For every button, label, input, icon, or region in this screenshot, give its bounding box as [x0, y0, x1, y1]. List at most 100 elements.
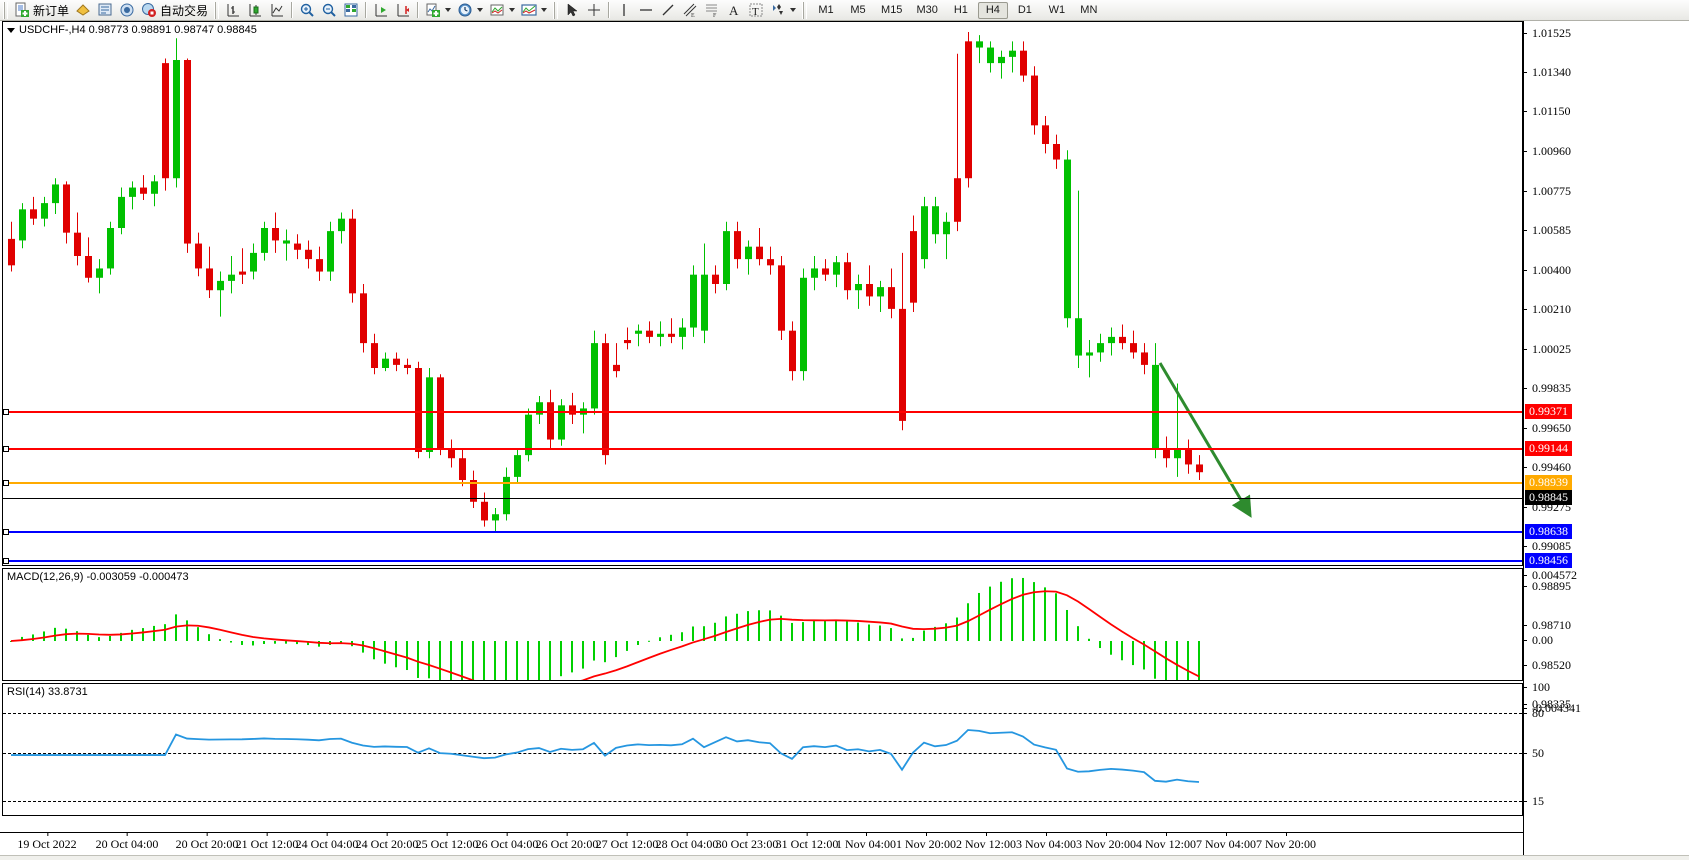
- macd-histogram-bar: [1044, 587, 1046, 641]
- toolbar-grip-4[interactable]: [802, 1, 808, 19]
- vertical-line-button[interactable]: [613, 1, 635, 20]
- candle: [679, 318, 686, 350]
- candle: [569, 392, 576, 424]
- time-label: 21 Oct 12:00: [235, 832, 299, 851]
- cursor-button[interactable]: [561, 1, 583, 20]
- candle: [404, 358, 411, 375]
- chart-area[interactable]: USDCHF-,H4 0.98773 0.98891 0.98747 0.988…: [0, 21, 1689, 860]
- rsi-pane[interactable]: RSI(14) 33.8731: [2, 683, 1523, 816]
- zoom-in-button[interactable]: [296, 1, 318, 20]
- macd-histogram-bar: [1000, 581, 1002, 641]
- candle: [888, 268, 895, 319]
- tf-m1[interactable]: M1: [818, 4, 834, 16]
- indicators-caret-icon[interactable]: [445, 8, 452, 12]
- candle: [712, 265, 719, 294]
- level-handle[interactable]: [3, 480, 9, 486]
- equidistant-channel-button[interactable]: E: [679, 1, 701, 20]
- candle: [426, 368, 433, 459]
- price-tag-support-2[interactable]: 0.98456: [1525, 553, 1572, 568]
- indicators-button[interactable]: [422, 1, 454, 20]
- signals-button[interactable]: [116, 1, 138, 20]
- tf-w1[interactable]: W1: [1048, 4, 1066, 16]
- macd-histogram-bar: [296, 641, 298, 645]
- tf-mn[interactable]: MN: [1080, 4, 1098, 16]
- new-order-button[interactable]: 新订单: [11, 1, 72, 20]
- candle: [195, 232, 202, 277]
- candle: [151, 175, 158, 207]
- line-chart-button[interactable]: [266, 1, 288, 20]
- templates-caret-icon[interactable]: [509, 8, 516, 12]
- level-handle[interactable]: [3, 529, 9, 535]
- candle: [437, 374, 444, 456]
- candlestick-chart-button[interactable]: [244, 1, 266, 20]
- tf-m5[interactable]: M5: [850, 4, 866, 16]
- tf-d1[interactable]: D1: [1017, 4, 1032, 16]
- expert-advisor-button[interactable]: [72, 1, 94, 20]
- level-line-resistance-2[interactable]: [3, 446, 1522, 452]
- bar-chart-button[interactable]: [222, 1, 244, 20]
- time-label: 1 Nov 20:00: [896, 832, 956, 851]
- macd-histogram-bar: [54, 627, 56, 641]
- price-pane[interactable]: USDCHF-,H4 0.98773 0.98891 0.98747 0.988…: [2, 21, 1523, 566]
- price-scale[interactable]: 1.01525 1.01340 1.01150 1.00960 1.00775 1.005…: [1523, 21, 1689, 860]
- macd-histogram-bar: [120, 632, 122, 641]
- level-line-pivot[interactable]: [3, 480, 1522, 486]
- terminal-button[interactable]: [94, 1, 116, 20]
- price-tag-current-price[interactable]: 0.98845: [1525, 490, 1572, 505]
- candle: [536, 396, 543, 424]
- symbol-dropdown-icon[interactable]: [7, 27, 15, 33]
- macd-histogram-bar: [967, 603, 969, 641]
- tf-m30[interactable]: M30: [916, 4, 938, 16]
- price-tag-resistance-2[interactable]: 0.99144: [1525, 441, 1572, 456]
- tf-m15[interactable]: M15: [881, 4, 903, 16]
- macd-histogram-bar: [582, 641, 584, 669]
- toolbar-grip-2[interactable]: [214, 1, 220, 19]
- level-line-support-2[interactable]: [3, 558, 1522, 564]
- toolbar-grip-3[interactable]: [553, 1, 559, 19]
- level-line-support-1[interactable]: [3, 529, 1522, 535]
- autotrade-button[interactable]: 自动交易: [138, 1, 211, 20]
- candle: [470, 470, 477, 508]
- price-tag-support-1[interactable]: 0.98638: [1525, 524, 1572, 539]
- fibonacci-button[interactable]: F: [701, 1, 723, 20]
- macd-histogram-bar: [274, 641, 276, 644]
- shapes-caret-icon[interactable]: [790, 8, 797, 12]
- candle: [8, 221, 15, 272]
- period-button[interactable]: [454, 1, 486, 20]
- level-handle[interactable]: [3, 409, 9, 415]
- macd-pane[interactable]: MACD(12,26,9) -0.003059 -0.000473: [2, 568, 1523, 681]
- svg-text:F: F: [713, 13, 717, 18]
- candle: [503, 467, 510, 521]
- data-window-button[interactable]: [340, 1, 362, 20]
- period-caret-icon[interactable]: [477, 8, 484, 12]
- price-tick: 1.01150: [1523, 104, 1571, 119]
- auto-scroll-button[interactable]: [370, 1, 392, 20]
- zoom-out-icon: [321, 2, 337, 18]
- price-tag-pivot[interactable]: 0.98939: [1525, 475, 1572, 490]
- svg-text:A: A: [729, 3, 739, 18]
- label-button[interactable]: T: [745, 1, 767, 20]
- chart-shift-button[interactable]: [392, 1, 414, 20]
- zoom-out-button[interactable]: [318, 1, 340, 20]
- trendline-button[interactable]: [657, 1, 679, 20]
- macd-histogram-bar: [439, 641, 441, 680]
- shapes-button[interactable]: [767, 1, 799, 20]
- chart-shift-icon: [395, 2, 411, 18]
- text-button[interactable]: A: [723, 1, 745, 20]
- svg-text:T: T: [752, 6, 759, 18]
- crosshair-button[interactable]: [583, 1, 605, 20]
- templates-button[interactable]: [486, 1, 518, 20]
- templates-2-button[interactable]: [518, 1, 550, 20]
- tf-h1[interactable]: H1: [953, 4, 968, 16]
- horizontal-line-button[interactable]: [635, 1, 657, 20]
- level-handle[interactable]: [3, 558, 9, 564]
- level-line-resistance-1[interactable]: [3, 409, 1522, 415]
- templates-icon: [489, 2, 505, 18]
- chart-template-caret-icon[interactable]: [541, 8, 548, 12]
- candle: [30, 196, 37, 225]
- level-handle[interactable]: [3, 446, 9, 452]
- tf-h4[interactable]: H4: [977, 1, 1008, 19]
- price-tag-resistance-1[interactable]: 0.99371: [1525, 404, 1572, 419]
- toolbar-grip[interactable]: [3, 1, 8, 19]
- autotrade-icon: [141, 2, 157, 18]
